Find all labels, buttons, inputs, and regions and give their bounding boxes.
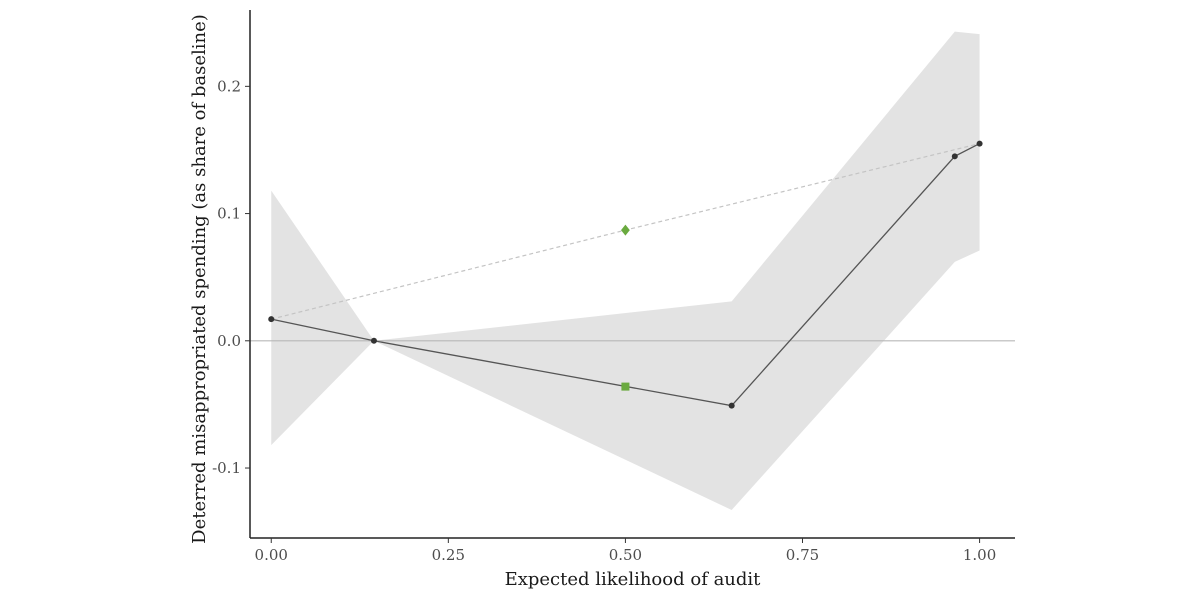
confidence-band-layer — [271, 31, 980, 511]
axes — [249, 10, 1015, 539]
y-tick-label: 0.2 — [217, 77, 241, 95]
x-tick-label: 0.00 — [255, 546, 288, 564]
y-axis-ticks: -0.1 0.0 0.1 0.2 — [212, 77, 250, 477]
y-tick-label: 0.0 — [217, 332, 241, 350]
green-square-marker — [621, 382, 630, 391]
estimate-point — [268, 316, 275, 323]
y-axis-title: Deterred misappropriated spending (as sh… — [189, 14, 210, 544]
green-diamond-marker — [621, 224, 630, 236]
y-tick-label: -0.1 — [212, 459, 241, 477]
estimate-point — [976, 140, 983, 147]
estimate-point — [728, 402, 735, 409]
confidence-band — [271, 31, 980, 511]
estimate-point — [951, 153, 958, 160]
x-tick-label: 0.50 — [609, 546, 642, 564]
x-tick-label: 1.00 — [963, 546, 996, 564]
y-tick-label: 0.1 — [217, 205, 241, 223]
x-tick-label: 0.25 — [432, 546, 465, 564]
estimate-point — [370, 337, 377, 344]
x-tick-label: 0.75 — [786, 546, 819, 564]
x-axis-title: Expected likelihood of audit — [505, 569, 762, 590]
x-axis-ticks: 0.00 0.25 0.50 0.75 1.00 — [255, 538, 996, 564]
points-layer — [268, 140, 983, 409]
